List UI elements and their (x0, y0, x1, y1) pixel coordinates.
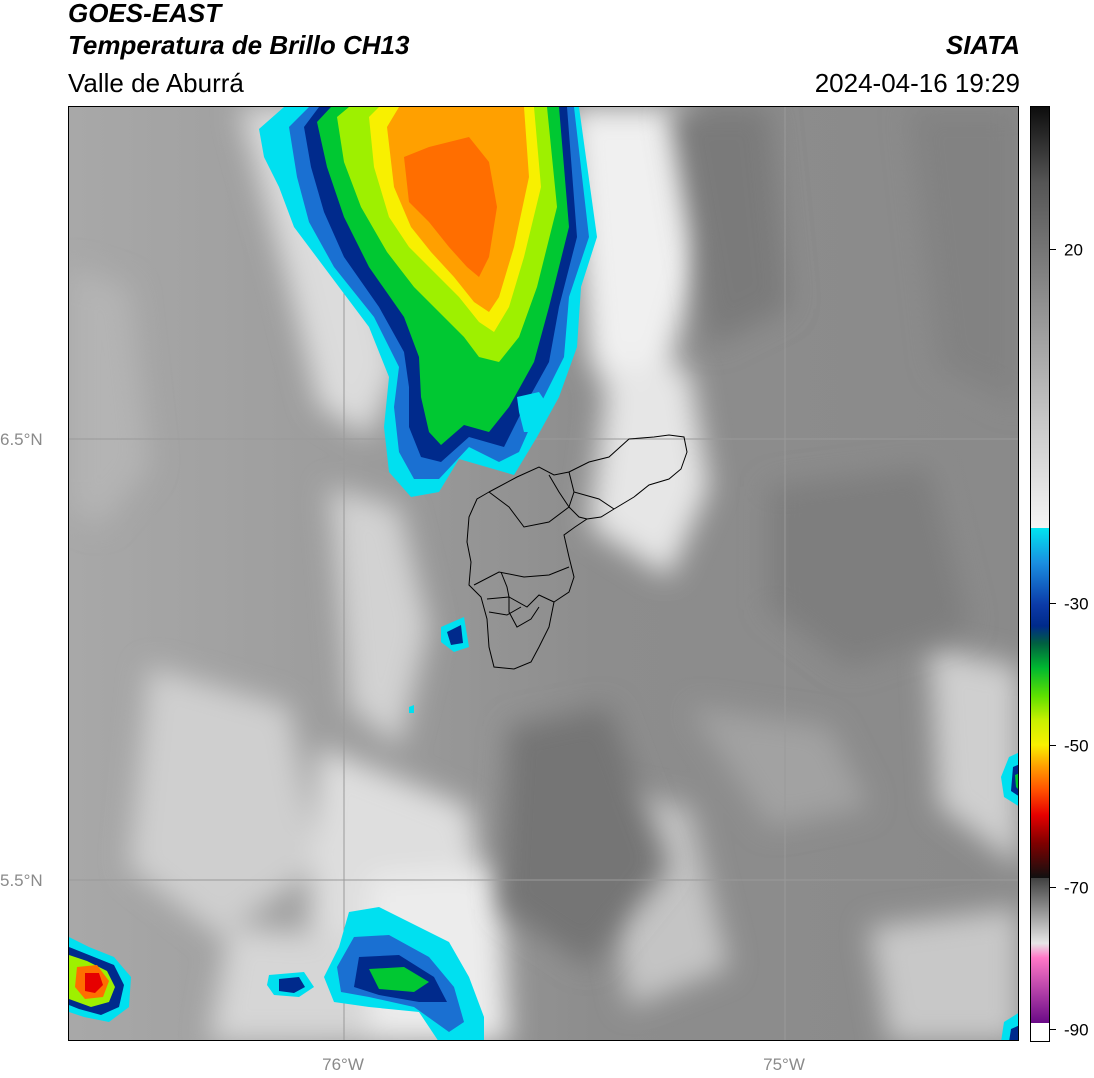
colorbar-cold-band (1031, 878, 1049, 1023)
boundary-segment-1 (488, 491, 575, 528)
municipal-boundaries (466, 434, 688, 670)
colorbar-gray-band (1031, 107, 1049, 528)
boundary-segment-2 (548, 474, 570, 508)
colorbar (1030, 106, 1050, 1042)
convective-cloud-north (259, 107, 597, 497)
brightness-temperature-map (69, 107, 1018, 1040)
colorbar-min-swatch (1031, 1023, 1049, 1041)
colorbar-tick-minus-70 (1050, 887, 1056, 888)
boundary-segment-9 (500, 571, 510, 598)
product-title: Temperatura de Brillo CH13 (68, 30, 410, 60)
boundary-segment-3 (568, 471, 615, 510)
boundary-segment-5 (473, 566, 570, 586)
brand-name: SIATA (945, 30, 1020, 60)
convective-cloud-east-edge (1001, 752, 1018, 1040)
convective-cloud-south (267, 907, 484, 1040)
colorbar-tick-20 (1050, 249, 1056, 250)
convective-cloud-cells (409, 617, 469, 713)
boundary-segment-7 (488, 606, 522, 616)
colorbar-label-minus-30: -30 (1064, 594, 1089, 614)
colorbar-tick-minus-50 (1050, 745, 1056, 746)
boundary-segment-4 (568, 506, 588, 520)
lat-label-5-5: 5.5°N (0, 871, 43, 890)
lon-label-76w: 76°W (322, 1055, 364, 1074)
colorbar-color-band (1031, 528, 1049, 878)
satellite-name: GOES-EAST (68, 0, 222, 28)
region-name: Valle de Aburrá (68, 68, 244, 98)
lon-label-75w: 75°W (763, 1055, 805, 1074)
timestamp: 2024-04-16 19:29 (814, 68, 1020, 98)
colorbar-tick-minus-30 (1050, 603, 1056, 604)
convective-cloud-southwest (69, 937, 131, 1022)
map-panel[interactable] (68, 106, 1019, 1041)
valle-de-aburra-outline (466, 434, 688, 670)
colorbar-label-minus-50: -50 (1064, 736, 1089, 756)
boundary-segment-6 (486, 594, 555, 608)
colorbar-scale (1031, 107, 1049, 1041)
colorbar-tick-minus-90 (1050, 1029, 1056, 1030)
colorbar-label-minus-90: -90 (1064, 1020, 1089, 1040)
warm-surface-patches (499, 107, 1018, 967)
lat-label-6-5: 6.5°N (0, 430, 43, 449)
colorbar-label-20: 20 (1064, 240, 1083, 260)
colorbar-label-minus-70: -70 (1064, 878, 1089, 898)
boundary-segment-8 (508, 597, 540, 628)
